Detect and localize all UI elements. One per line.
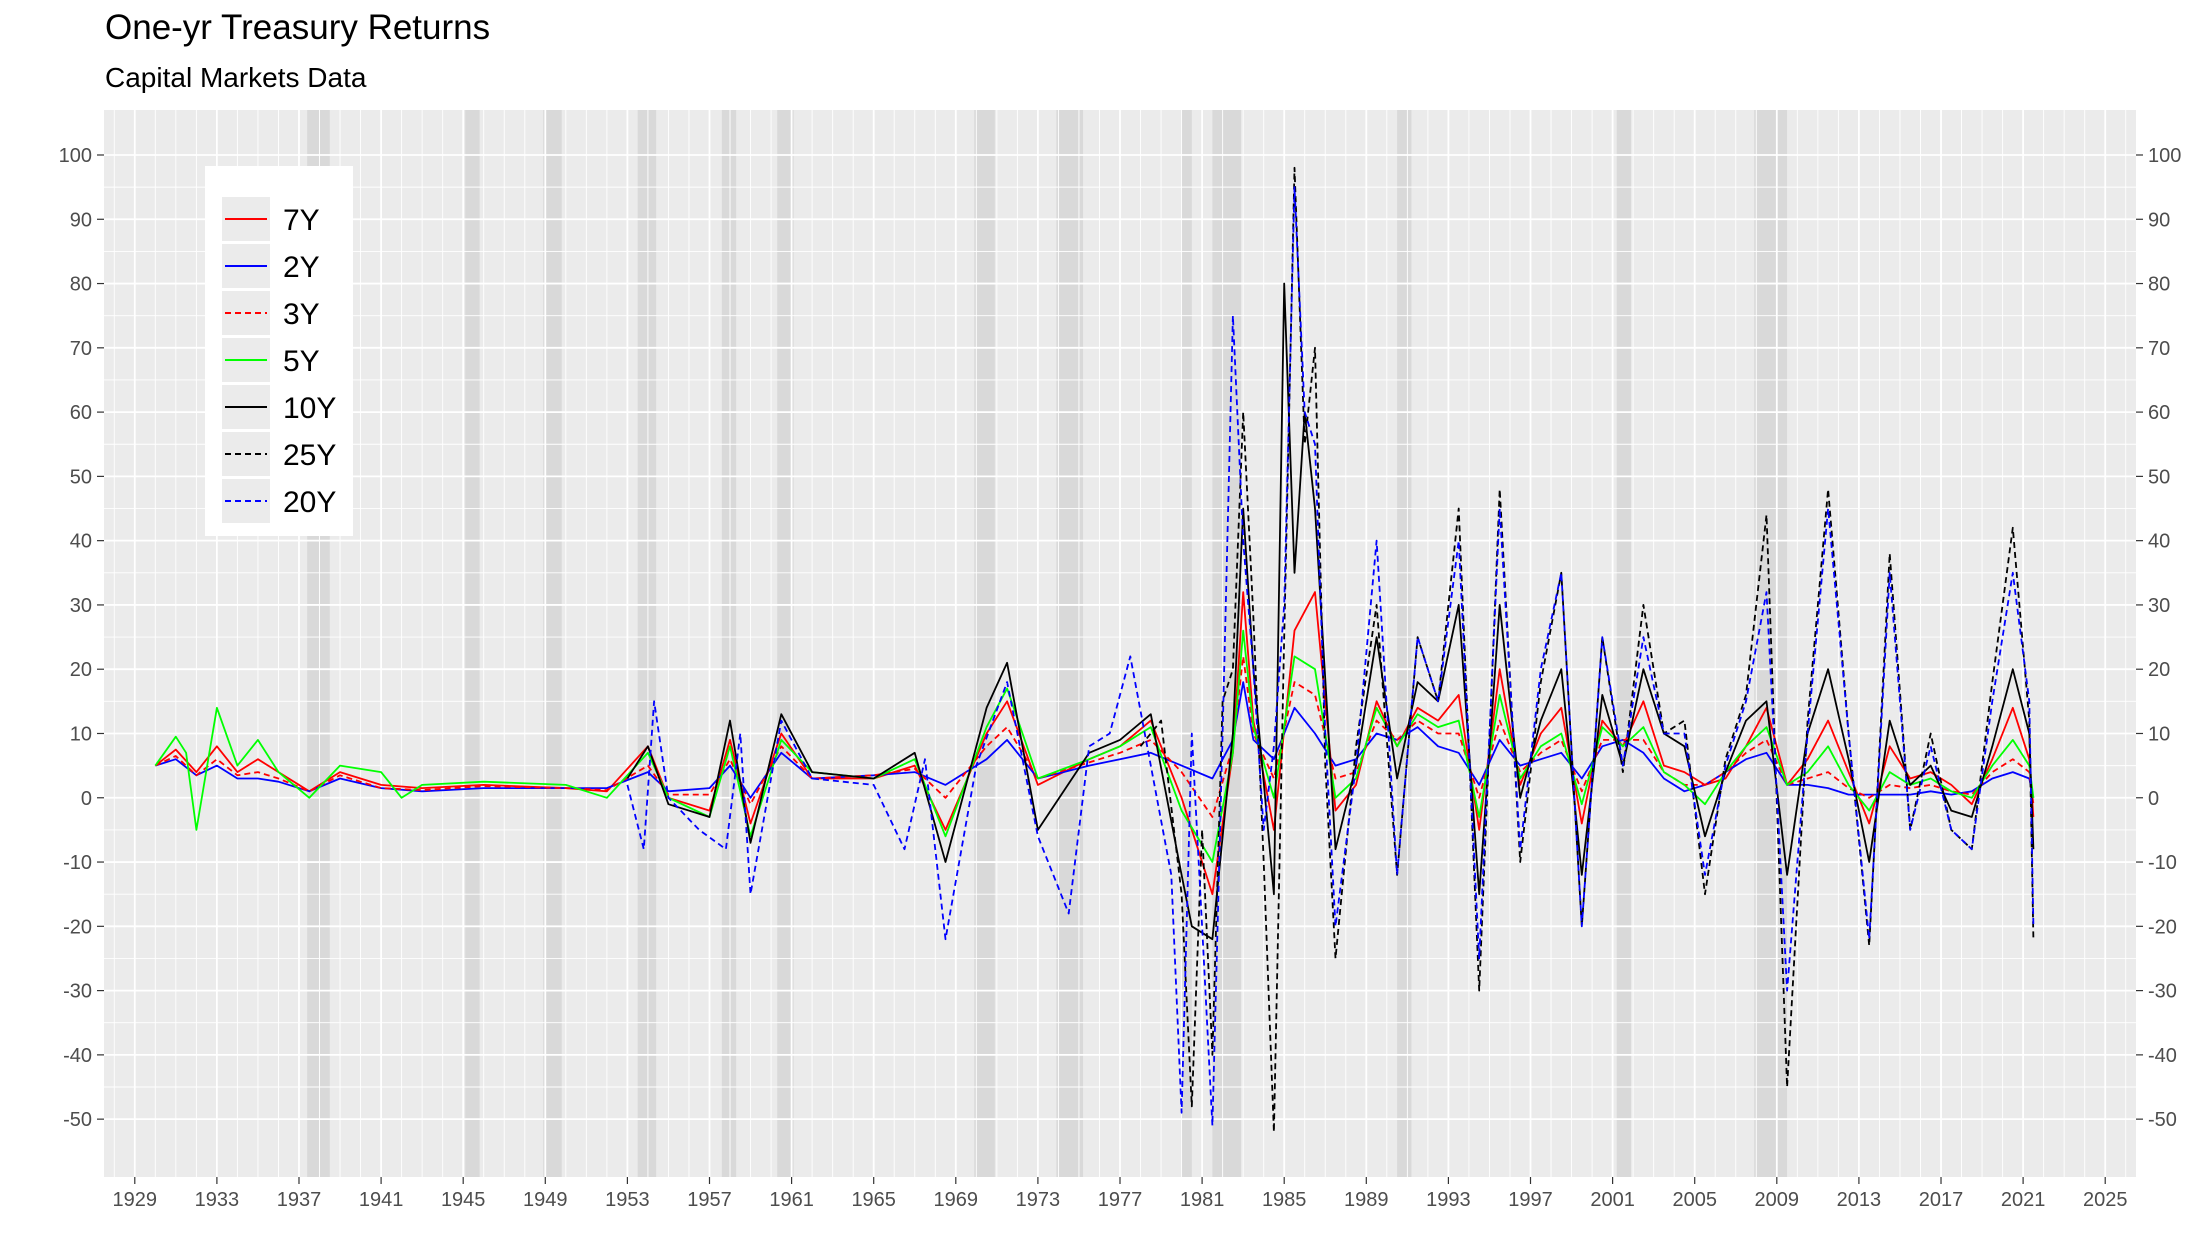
x-tick-label: 1953	[605, 1189, 650, 1211]
x-tick-label: 1933	[195, 1189, 240, 1211]
legend-label-10y: 10Y	[283, 392, 336, 425]
y-tick-label-right: 0	[2148, 788, 2159, 810]
x-tick-label: 1973	[1016, 1189, 1061, 1211]
x-tick-label: 1949	[523, 1189, 568, 1211]
recession-band	[721, 110, 737, 1177]
y-tick-label-left: -30	[63, 981, 92, 1003]
legend-label-3y: 3Y	[283, 298, 320, 331]
y-tick-label-right: -20	[2148, 916, 2177, 938]
y-tick-label-left: -40	[63, 1045, 92, 1067]
x-tick-label: 2005	[1672, 1189, 1717, 1211]
recession-band	[974, 110, 995, 1177]
recession-band	[637, 110, 657, 1177]
legend-label-25y: 25Y	[283, 439, 336, 472]
y-tick-label-right: 70	[2148, 338, 2170, 360]
chart-subtitle: Capital Markets Data	[105, 62, 367, 93]
series-5y-line	[154, 629, 2035, 863]
x-tick-label: 1957	[687, 1189, 732, 1211]
x-tick-label: 1965	[851, 1189, 896, 1211]
x-tick-label: 1929	[113, 1189, 158, 1211]
x-tick-label: 1997	[1508, 1189, 1553, 1211]
y-tick-label-left: 50	[70, 466, 92, 488]
x-tick-label: 1937	[277, 1189, 322, 1211]
recession-band	[777, 110, 794, 1177]
x-tick-label: 2009	[1755, 1189, 1800, 1211]
y-tick-label-left: 60	[70, 402, 92, 424]
series-10y-line	[626, 282, 2035, 941]
y-tick-label-right: 80	[2148, 274, 2170, 296]
y-tick-label-right: 90	[2148, 209, 2170, 231]
legend-label-20y: 20Y	[283, 486, 336, 519]
y-tick-label-left: 0	[81, 788, 92, 810]
y-tick-label-left: 30	[70, 595, 92, 617]
y-tick-label-right: 30	[2148, 595, 2170, 617]
y-tick-label-right: 100	[2148, 145, 2181, 167]
y-tick-label-left: 70	[70, 338, 92, 360]
recession-band	[1181, 110, 1192, 1177]
legend-label-7y: 7Y	[283, 204, 320, 237]
x-tick-label: 1969	[934, 1189, 979, 1211]
chart-title: One-yr Treasury Returns	[105, 8, 491, 47]
y-tick-label-right: 50	[2148, 466, 2170, 488]
legend: 7Y 2Y 3Y 5Y 10Y 25Y 20Y	[205, 166, 353, 536]
recession-band	[543, 110, 562, 1177]
y-tick-label-left: 100	[59, 145, 92, 167]
y-tick-label-right: 10	[2148, 723, 2170, 745]
y-tick-label-right: 20	[2148, 659, 2170, 681]
y-tick-label-right: 60	[2148, 402, 2170, 424]
x-tick-label: 1981	[1180, 1189, 1225, 1211]
y-tick-label-left: -10	[63, 852, 92, 874]
y-tick-label-left: -50	[63, 1109, 92, 1131]
x-tick-label: 1989	[1344, 1189, 1389, 1211]
legend-label-5y: 5Y	[283, 345, 320, 378]
series-25y-line	[1139, 166, 2035, 1133]
y-tick-label-left: 10	[70, 723, 92, 745]
x-tick-label: 2001	[1590, 1189, 1635, 1211]
y-tick-label-right: -10	[2148, 852, 2177, 874]
y-tick-label-left: 40	[70, 531, 92, 553]
recession-band	[1397, 110, 1412, 1177]
x-tick-label: 1993	[1426, 1189, 1471, 1211]
series-20y-line	[626, 186, 2035, 1127]
x-tick-label: 1985	[1262, 1189, 1307, 1211]
x-tick-label: 2021	[2001, 1189, 2046, 1211]
x-tick-label: 1961	[769, 1189, 814, 1211]
axes: -50 -50 -40 -40 -30 -30 -20 -20 -10 -10 0 0 10 10 20 20…	[59, 145, 2182, 1211]
y-tick-label-left: 20	[70, 659, 92, 681]
recession-band	[465, 110, 480, 1177]
x-tick-label: 2025	[2083, 1189, 2128, 1211]
x-tick-label: 1977	[1098, 1189, 1143, 1211]
y-tick-label-left: 80	[70, 274, 92, 296]
x-tick-label: 2017	[1919, 1189, 1964, 1211]
legend-label-2y: 2Y	[283, 251, 320, 284]
y-tick-label-right: -40	[2148, 1045, 2177, 1067]
recession-band	[1616, 110, 1632, 1177]
grid-lines	[104, 110, 2136, 1177]
y-tick-label-left: -20	[63, 916, 92, 938]
x-tick-label: 1945	[441, 1189, 486, 1211]
y-tick-label-right: 40	[2148, 531, 2170, 553]
y-tick-label-right: -50	[2148, 1109, 2177, 1131]
y-tick-label-right: -30	[2148, 981, 2177, 1003]
y-tick-label-left: 90	[70, 209, 92, 231]
x-tick-label: 2013	[1837, 1189, 1882, 1211]
x-tick-label: 1941	[359, 1189, 404, 1211]
series-lines	[154, 166, 2035, 1133]
